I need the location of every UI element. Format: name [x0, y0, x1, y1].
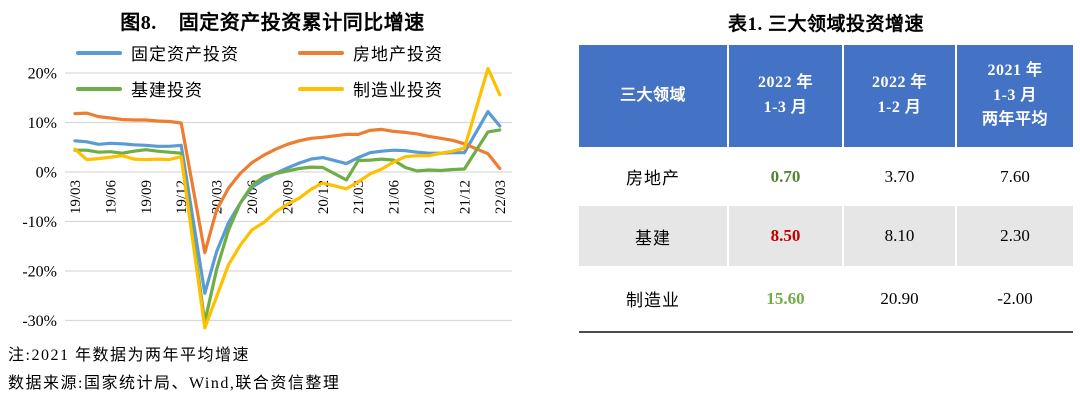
value-2022-1-2: 8.10: [842, 206, 955, 266]
legend-label: 固定资产投资: [131, 45, 239, 64]
x-axis-tick-label: 19/06: [103, 180, 119, 215]
row-label: 房地产: [626, 169, 680, 188]
row-label: 制造业: [626, 291, 680, 310]
legend-item: 固定资产投资: [76, 40, 298, 65]
chart-legend: 固定资产投资 房地产投资基建投资 制造业投资: [76, 40, 496, 101]
series-line: [73, 66, 502, 330]
x-axis-tick-label: 20/12: [316, 180, 332, 214]
header-line: 2022 年: [871, 74, 927, 92]
y-axis-tick-label: 10%: [28, 115, 57, 132]
header-line: 2022 年: [757, 74, 813, 92]
table-header-cell: 2022 年 1-3 月: [727, 45, 842, 147]
x-axis-tick-label: 20/03: [210, 180, 226, 214]
table-title: 表1. 三大领域投资增速: [727, 14, 924, 35]
row-label-cell: 制造业: [579, 266, 727, 331]
header-line: 2021 年: [987, 61, 1043, 79]
y-axis-tick-label: -10%: [22, 214, 57, 231]
table-row: 基建 8.50 8.10 2.30: [579, 206, 1073, 266]
header-line: 三大领域: [619, 86, 686, 104]
legend-swatch-icon: [76, 50, 122, 55]
header-line: 1-2 月: [877, 99, 922, 116]
value-2021-avg: 7.60: [955, 147, 1073, 206]
y-axis-tick-label: 0%: [36, 165, 57, 182]
x-axis-tick-label: 19/03: [68, 180, 84, 214]
table-header-row: 三大领域 2022 年 1-3 月 2022 年 1-2 月 2021 年 1-3 月两年平…: [579, 45, 1073, 147]
legend-item: 制造业投资: [298, 76, 496, 101]
value-2022-1-3: 15.60: [727, 266, 842, 331]
table-header-cell: 三大领域: [579, 45, 727, 147]
row-label: 基建: [635, 228, 671, 248]
table-header-cell: 2022 年 1-2 月: [842, 45, 955, 147]
legend-label: 房地产投资: [353, 45, 443, 64]
header-line: 两年平均: [981, 111, 1048, 129]
x-axis-tick-label: 21/06: [387, 180, 403, 215]
legend-item: 基建投资: [76, 76, 298, 101]
table-row: 制造业 15.60 20.90 -2.00: [579, 266, 1073, 331]
row-label-cell: 基建: [579, 206, 727, 266]
value-2021-avg: 2.30: [955, 206, 1073, 266]
legend-label: 基建投资: [131, 81, 203, 100]
value-2022-1-3: 0.70: [727, 147, 842, 206]
value-2022-1-2: 20.90: [842, 266, 955, 331]
table-header-cell: 2021 年 1-3 月两年平均: [955, 45, 1073, 147]
value-2022-1-2: 3.70: [842, 147, 955, 206]
figure-title: 图8. 固定资产投资累计同比增速: [0, 6, 545, 35]
row-label-cell: 房地产: [579, 147, 727, 206]
figure-title-text: 固定资产投资累计同比增速: [178, 12, 425, 34]
legend-swatch-icon: [76, 86, 122, 91]
y-axis-tick-label: -30%: [22, 313, 57, 330]
x-axis-tick-label: 21/03: [351, 180, 367, 214]
line-chart: 20%10%0%-10%-20%-30%19/03 19/06 19/09 19/12…: [22, 66, 512, 330]
legend-item: 房地产投资: [298, 40, 496, 65]
x-axis-tick-label: 22/03: [493, 180, 509, 214]
figure-number: 图8.: [120, 12, 157, 34]
value-2021-avg: -2.00: [955, 266, 1073, 331]
table-row: 房地产 0.70 3.70 7.60: [579, 147, 1073, 206]
series-line: [73, 111, 502, 255]
data-table: 三大领域 2022 年 1-3 月 2022 年 1-2 月 2021 年 1-3 月两年平…: [579, 45, 1073, 333]
header-line: 1-3 月: [763, 99, 808, 116]
header-line: 1-3 月: [993, 86, 1037, 104]
legend-label: 制造业投资: [353, 81, 443, 100]
legend-swatch-icon: [298, 50, 344, 55]
y-axis-tick-label: -20%: [22, 264, 57, 281]
table-body: 房地产 0.70 3.70 7.60 基建 8.50 8.10 2.30 制造业 15.60 20.…: [579, 147, 1073, 331]
y-axis-tick-label: 20%: [28, 66, 57, 83]
data-source-note: 数据来源:国家统计局、Wind,联合资信整理: [8, 375, 341, 392]
x-axis-tick-label: 21/09: [422, 180, 438, 214]
legend-swatch-icon: [298, 86, 344, 91]
x-axis-tick-label: 21/12: [457, 180, 473, 214]
x-axis-tick-label: 19/09: [139, 180, 155, 214]
value-2022-1-3: 8.50: [727, 206, 842, 266]
chart-note: 注:2021 年数据为两年平均增速: [8, 347, 250, 364]
series-line: [73, 128, 502, 324]
